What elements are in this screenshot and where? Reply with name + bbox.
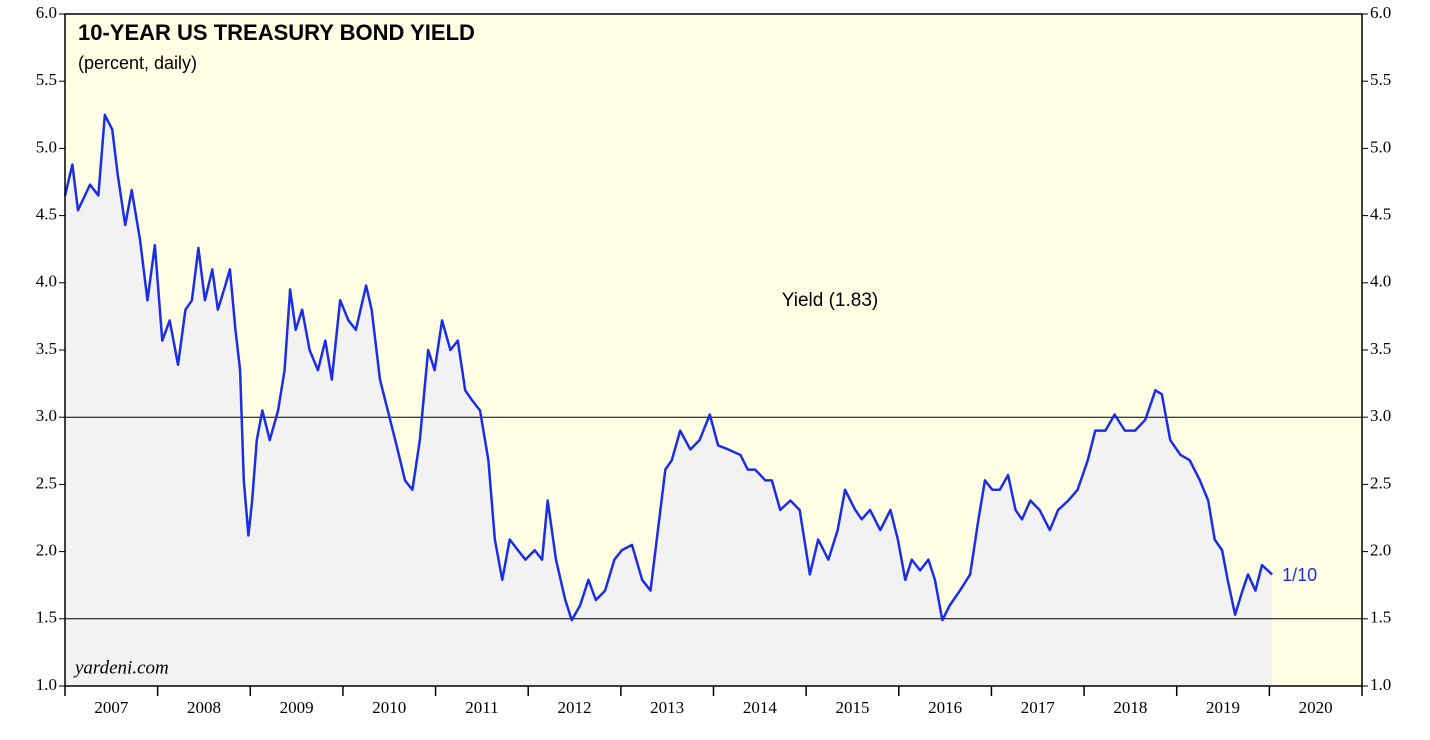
- x-tick-label: 2010: [372, 698, 406, 717]
- y-tick-label: 2.0: [36, 541, 57, 560]
- plot-layer: 1.0 1.0 1.5 1.5 2.0 2.0 2.5 2.5 3.0 3.0 3.5 3.5 4.0 4…: [36, 3, 1392, 717]
- x-tick-label: 2012: [558, 698, 592, 717]
- y2-tick-label: 1.5: [1370, 608, 1391, 627]
- chart-subtitle: (percent, daily): [78, 53, 197, 73]
- x-tick-label: 2019: [1206, 698, 1240, 717]
- x-tick-label: 2015: [835, 698, 869, 717]
- end-label: 1/10: [1282, 565, 1317, 585]
- x-tick-label: 2011: [465, 698, 498, 717]
- y2-tick-label: 5.0: [1370, 137, 1391, 156]
- y-tick-label: 4.0: [36, 272, 57, 291]
- x-tick-label: 2017: [1021, 698, 1056, 717]
- line-series: [63, 113, 1273, 622]
- y-tick-label: 1.5: [36, 608, 57, 627]
- y-tick-label: 5.5: [36, 70, 57, 89]
- y-tick-label: 4.5: [36, 205, 57, 224]
- y2-tick-label: 6.0: [1370, 3, 1391, 22]
- y2-tick-label: 2.5: [1370, 473, 1391, 492]
- series-label: Yield (1.83): [782, 290, 878, 311]
- y-tick-label: 1.0: [36, 675, 57, 694]
- y2-tick-label: 3.5: [1370, 339, 1391, 358]
- area-fill: [65, 114, 1273, 687]
- y2-tick-label: 4.0: [1370, 272, 1391, 291]
- y-tick-label: 3.0: [36, 406, 57, 425]
- x-tick-label: 2007: [94, 698, 129, 717]
- y-tick-label: 5.0: [36, 137, 57, 156]
- y2-tick-label: 4.5: [1370, 205, 1391, 224]
- y-tick-label: 6.0: [36, 3, 57, 22]
- y-tick-label: 3.5: [36, 339, 57, 358]
- y-tick-label: 2.5: [36, 473, 57, 492]
- chart-title: 10-YEAR US TREASURY BOND YIELD: [78, 20, 475, 45]
- y2-tick-label: 5.5: [1370, 70, 1391, 89]
- x-tick-label: 2016: [928, 698, 962, 717]
- x-tick-label: 2008: [187, 698, 221, 717]
- x-tick-label: 2018: [1113, 698, 1147, 717]
- x-tick-label: 2014: [743, 698, 778, 717]
- y2-tick-label: 1.0: [1370, 675, 1391, 694]
- source-watermark: yardeni.com: [73, 657, 169, 678]
- y2-tick-label: 2.0: [1370, 541, 1391, 560]
- x-tick-label: 2020: [1299, 698, 1333, 717]
- x-tick-label: 2013: [650, 698, 684, 717]
- y2-tick-label: 3.0: [1370, 406, 1391, 425]
- x-tick-label: 2009: [280, 698, 314, 717]
